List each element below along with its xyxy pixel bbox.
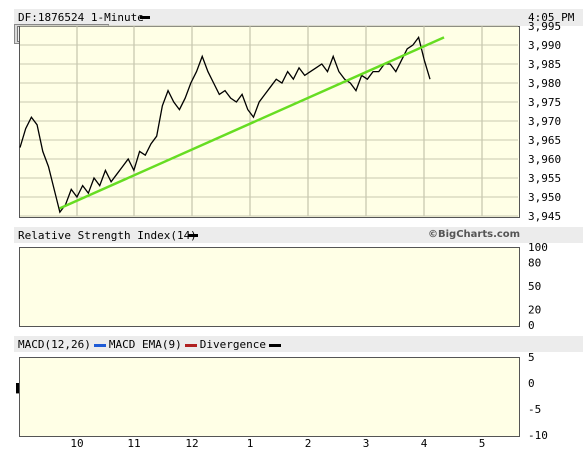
y-tick-label: 3,980 <box>528 77 561 90</box>
y-tick-label: 3,970 <box>528 115 561 128</box>
x-tick-label: 11 <box>127 437 140 450</box>
macd-swatch <box>93 343 106 347</box>
rsi-plot <box>19 247 520 327</box>
trendline <box>59 36 445 210</box>
y-tick-label: 3,985 <box>528 58 561 71</box>
y-tick-label: 3,975 <box>528 96 561 109</box>
ema-swatch <box>184 343 197 347</box>
macd-y-tick-label: -5 <box>528 403 541 416</box>
macd-label: MACD(12,26) <box>18 338 91 351</box>
chart-header <box>14 9 583 26</box>
y-tick-label: 3,960 <box>528 153 561 166</box>
y-tick-label: 3,990 <box>528 39 561 52</box>
rsi-y-tick-label: 100 <box>528 241 548 254</box>
time-label: 4:05 PM <box>528 11 575 24</box>
credit-label: ©BigCharts.com <box>428 229 521 240</box>
macd-ema-label: MACD EMA(9) <box>108 338 182 351</box>
symbol-label: DF:1876524 1-Minute <box>18 11 144 24</box>
y-tick-label: 3,965 <box>528 134 561 147</box>
rsi-y-tick-label: 20 <box>528 303 541 316</box>
macd-y-tick-label: 5 <box>528 351 535 364</box>
rsi-y-tick-label: 80 <box>528 257 541 270</box>
macd-legend: MACD(12,26) MACD EMA(9) Divergence <box>18 338 284 351</box>
divergence-swatch <box>268 343 281 347</box>
symbol-legend-swatch <box>140 16 150 19</box>
macd-y-tick-label: -10 <box>528 429 548 442</box>
x-tick-label: 10 <box>70 437 83 450</box>
y-tick-label: 3,995 <box>528 20 561 33</box>
macd-header <box>14 336 583 352</box>
y-tick-label: 3,945 <box>528 210 561 223</box>
x-tick-label: 5 <box>479 437 486 450</box>
x-tick-label: 2 <box>305 437 312 450</box>
rsi-header <box>14 227 583 243</box>
rsi-legend-swatch <box>188 234 198 237</box>
rsi-label: Relative Strength Index(14) <box>18 229 197 242</box>
price-plot <box>19 26 520 218</box>
macd-y-tick-label: 0 <box>528 377 535 390</box>
x-tick-label: 12 <box>185 437 198 450</box>
x-tick-label: 3 <box>363 437 370 450</box>
y-tick-label: 3,950 <box>528 191 561 204</box>
y-tick-label: 3,955 <box>528 172 561 185</box>
macd-plot <box>19 357 520 437</box>
rsi-y-tick-label: 0 <box>528 319 535 332</box>
rsi-y-tick-label: 50 <box>528 280 541 293</box>
x-tick-label: 1 <box>247 437 254 450</box>
divergence-label: Divergence <box>199 338 266 351</box>
x-tick-label: 4 <box>421 437 428 450</box>
